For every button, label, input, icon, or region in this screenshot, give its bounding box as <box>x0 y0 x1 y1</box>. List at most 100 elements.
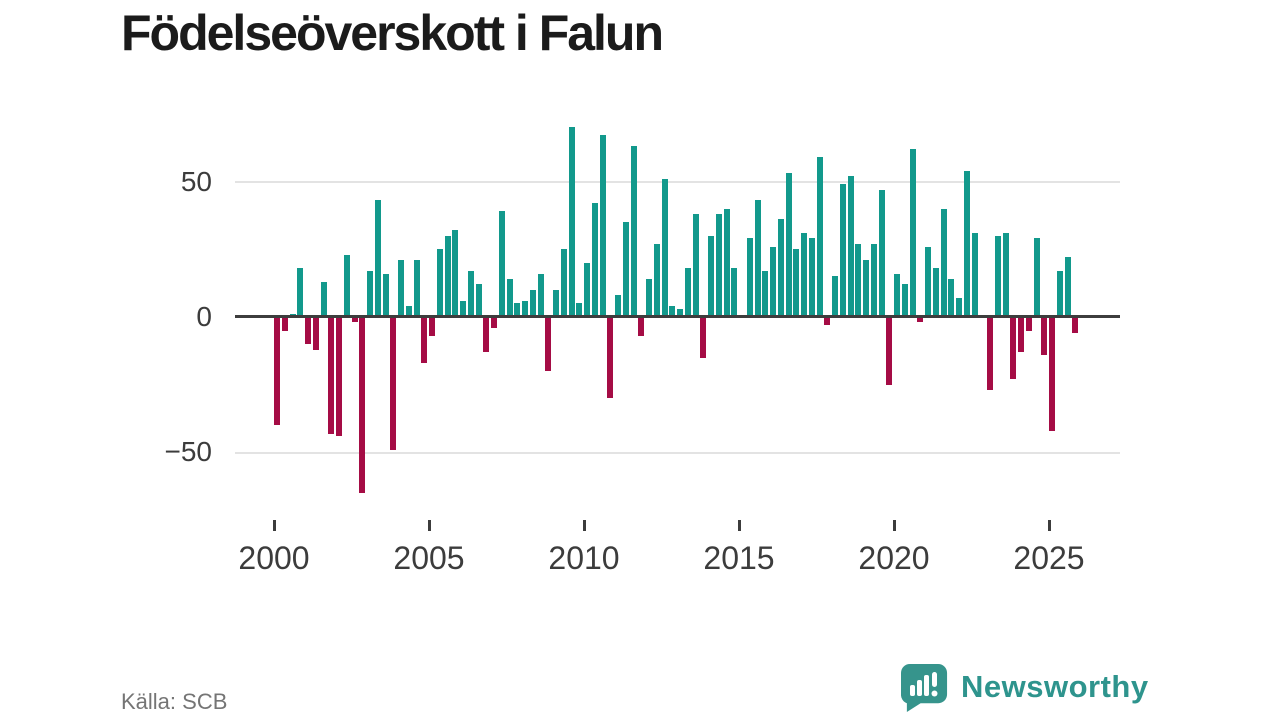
bar-2015-q2 <box>746 238 753 317</box>
bar-2020-q3 <box>909 148 916 317</box>
newsworthy-logo-text: Newsworthy <box>961 668 1149 704</box>
source-caption: Källa: SCB <box>121 689 228 714</box>
bar-2006-q3 <box>475 284 482 317</box>
bar-2002-q1 <box>336 317 342 437</box>
bar-2005-q4 <box>452 230 459 317</box>
bar-2013-q2 <box>684 268 691 317</box>
bar-2004-q4 <box>421 317 428 364</box>
bar-2010-q1 <box>584 262 590 317</box>
bar-2007-q3 <box>506 279 513 317</box>
x-tick-2015 <box>737 520 741 531</box>
bar-2006-q1 <box>460 300 466 317</box>
y-tick-label-neg50: −50 <box>164 436 213 467</box>
bar-2007-q1 <box>491 317 497 328</box>
bar-2020-q2 <box>901 284 908 317</box>
bar-2023-q4 <box>1010 317 1017 380</box>
bar-2004-q3 <box>413 260 420 317</box>
bar-2012-q1 <box>646 279 652 317</box>
bar-2001-q3 <box>320 281 327 317</box>
x-tick-label-2020: 2020 <box>858 540 930 576</box>
bar-2014-q1 <box>708 235 714 317</box>
newsworthy-logo-icon <box>901 664 948 713</box>
bar-2009-q3 <box>568 127 575 317</box>
bar-2009-q2 <box>560 249 567 317</box>
bar-2000-q1 <box>274 317 280 426</box>
bar-2011-q3 <box>630 146 637 317</box>
bar-2001-q1 <box>305 317 311 345</box>
bar-2017-q1 <box>801 232 807 317</box>
newsworthy-logo: Newsworthy <box>901 664 1149 713</box>
bar-2022-q1 <box>956 298 962 317</box>
bar-2018-q1 <box>832 276 838 317</box>
x-tick-2020 <box>892 520 896 531</box>
bar-2008-q1 <box>522 300 528 317</box>
bar-2019-q2 <box>870 243 877 317</box>
bar-2025-q3 <box>1064 257 1071 317</box>
bar-2014-q3 <box>723 208 730 317</box>
bar-2004-q1 <box>398 260 404 317</box>
bar-2013-q4 <box>700 317 707 358</box>
bar-2005-q1 <box>429 317 435 336</box>
x-tick-label-2015: 2015 <box>703 540 775 576</box>
x-tick-label-2000: 2000 <box>238 540 310 576</box>
bar-2020-q4 <box>917 317 924 323</box>
bar-2000-q2 <box>281 317 288 331</box>
x-tick-label-2010: 2010 <box>548 540 620 576</box>
bar-2016-q3 <box>785 173 792 317</box>
bar-2004-q2 <box>405 306 412 317</box>
bar-2015-q3 <box>754 200 761 317</box>
bar-2021-q3 <box>940 208 947 317</box>
bar-2025-q2 <box>1056 270 1063 317</box>
bar-2000-q4 <box>297 268 304 317</box>
bar-2024-q1 <box>1018 317 1024 353</box>
bar-2017-q3 <box>816 157 823 317</box>
bar-2008-q3 <box>537 273 544 317</box>
y-tick-label-50: 50 <box>180 166 212 197</box>
bar-2025-q4 <box>1072 317 1079 334</box>
gridline-neg50 <box>235 452 1120 454</box>
bar-2003-q4 <box>390 317 397 450</box>
bar-2010-q4 <box>607 317 614 399</box>
bar-2013-q1 <box>677 308 683 317</box>
bar-2001-q4 <box>328 317 335 434</box>
bar-2021-q4 <box>948 279 955 317</box>
bar-2013-q3 <box>692 214 699 317</box>
bar-2018-q4 <box>855 243 862 317</box>
bar-2002-q2 <box>343 254 350 317</box>
bar-2023-q1 <box>987 317 993 391</box>
bar-2009-q1 <box>553 289 559 317</box>
bar-2012-q3 <box>661 178 668 317</box>
x-tick-2025 <box>1047 520 1051 531</box>
x-axis-zero-line <box>235 315 1120 318</box>
bar-2011-q1 <box>615 295 621 317</box>
bar-2012-q2 <box>653 243 660 317</box>
bar-2024-q3 <box>1033 238 1040 317</box>
bar-2020-q1 <box>894 273 900 317</box>
bar-2002-q3 <box>351 317 358 323</box>
x-tick-2000 <box>272 520 276 531</box>
bar-2019-q4 <box>886 317 893 385</box>
bar-2015-q4 <box>762 270 769 317</box>
bar-2025-q1 <box>1049 317 1055 431</box>
x-tick-label-2025: 2025 <box>1013 540 1085 576</box>
bar-2008-q2 <box>529 289 536 317</box>
bar-2005-q3 <box>444 235 451 317</box>
bar-2011-q4 <box>638 317 645 336</box>
x-tick-label-2005: 2005 <box>393 540 465 576</box>
bar-2011-q2 <box>622 222 629 317</box>
bar-2006-q2 <box>467 270 474 317</box>
bar-2010-q2 <box>591 203 598 317</box>
bar-2001-q2 <box>312 317 319 350</box>
gridline-pos50 <box>235 181 1120 183</box>
bar-2010-q3 <box>599 135 606 317</box>
bar-2017-q4 <box>824 317 831 326</box>
bar-2014-q2 <box>715 214 722 317</box>
bar-2014-q4 <box>731 268 738 317</box>
bar-2024-q2 <box>1025 317 1032 331</box>
bar-2003-q1 <box>367 270 373 317</box>
bar-2003-q2 <box>374 200 381 317</box>
y-tick-label-0: 0 <box>196 301 212 332</box>
bar-2005-q2 <box>436 249 443 317</box>
bar-2018-q3 <box>847 176 854 317</box>
bar-2018-q2 <box>839 184 846 317</box>
